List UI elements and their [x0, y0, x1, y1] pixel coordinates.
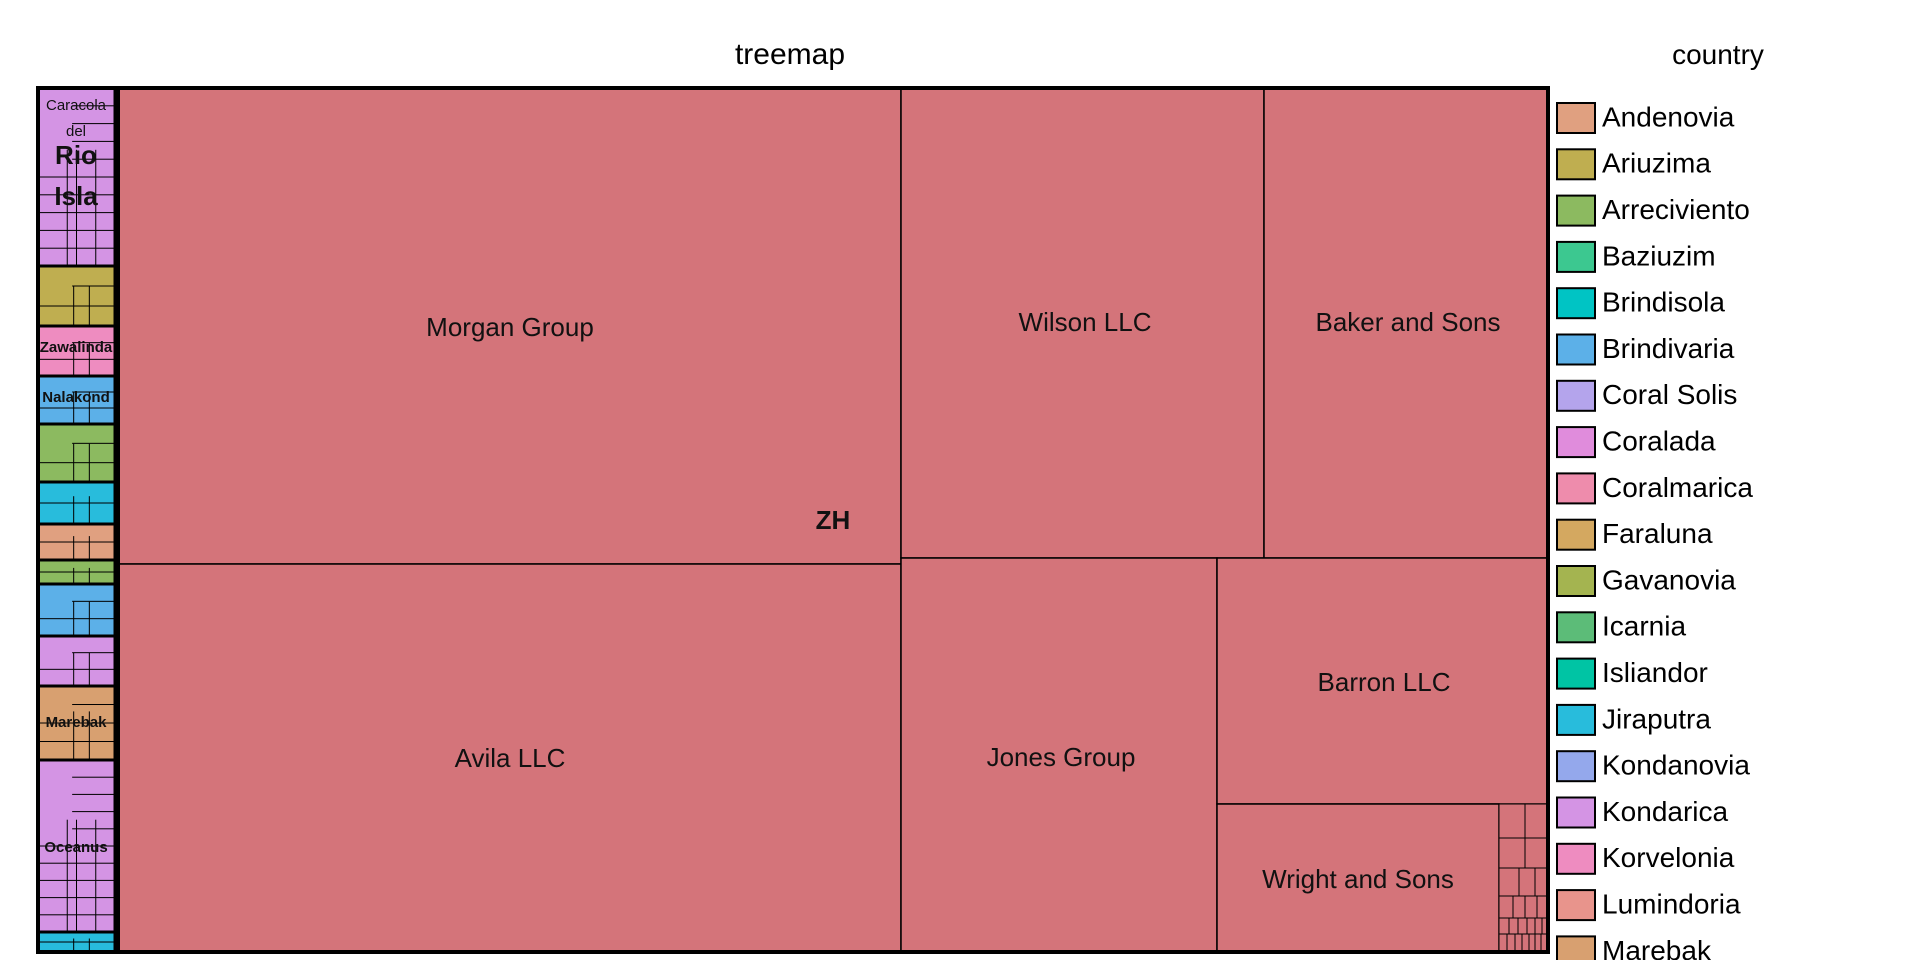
legend-swatch [1556, 657, 1596, 690]
treemap-leaf [117, 563, 902, 953]
legend-label: Gavanovia [1602, 564, 1736, 595]
treemap-leaf [1514, 933, 1523, 953]
legend-label: Jiraputra [1602, 703, 1711, 734]
legend-swatch [1556, 472, 1596, 505]
treemap-leaf [1528, 933, 1536, 953]
legend: Andenovia Ariuzima Arreciviento Baziuzim Bri… [1556, 101, 1753, 960]
treemap-leaf [1498, 867, 1520, 897]
legend-label: Kondanovia [1602, 750, 1750, 781]
legend-label: Brindivaria [1602, 333, 1735, 364]
group-label: Oceanus [44, 839, 107, 856]
legend-label: Marebak [1602, 935, 1712, 960]
legend-label: Icarnia [1602, 611, 1686, 642]
group-border [116, 86, 1550, 954]
treemap-leaf [1524, 895, 1538, 919]
leaf-label: Wright and Sons [1262, 864, 1454, 894]
treemap-leaf [1526, 917, 1536, 935]
legend-label: Coral Solis [1602, 379, 1737, 410]
group-label: Zawalinda [40, 339, 113, 356]
treemap-leaf [1508, 917, 1519, 935]
treemap-leaf [1506, 933, 1516, 953]
legend-swatch [1556, 750, 1596, 783]
leaf-label: Wilson LLC [1019, 307, 1152, 337]
treemap-leaf [1216, 557, 1549, 805]
group-label: Nalakond [42, 389, 110, 406]
treemap-leaf [1498, 933, 1508, 953]
legend-swatch [1556, 611, 1596, 644]
leaf-label: Barron LLC [1318, 667, 1451, 697]
legend-swatch [1556, 240, 1596, 273]
group-label: Isla [54, 181, 98, 211]
treemap-leaf [900, 557, 1218, 953]
legend-swatch [1556, 426, 1596, 459]
treemap-leaf [1534, 917, 1543, 935]
treemap-leaf [1498, 917, 1510, 935]
legend-swatch [1556, 148, 1596, 181]
legend-label: Kondarica [1602, 796, 1729, 827]
legend-label: Korvelonia [1602, 842, 1735, 873]
treemap-leaf [1534, 933, 1542, 953]
legend-label: Faraluna [1602, 518, 1713, 549]
treemap-leaf [37, 265, 116, 327]
legend-swatch [1556, 565, 1596, 597]
legend-swatch [1556, 518, 1596, 551]
legend-label: Isliandor [1602, 657, 1708, 688]
legend-label: Coralada [1602, 425, 1716, 456]
legend-swatch [1556, 379, 1596, 412]
treemap-leaf [1517, 917, 1528, 935]
legend-label: Andenovia [1602, 101, 1735, 132]
treemap-leaf [37, 423, 116, 483]
legend-swatch [1556, 703, 1596, 736]
chart-title: treemap [735, 38, 845, 71]
treemap-leaf [1518, 867, 1536, 897]
leaf-label: Baker and Sons [1315, 307, 1500, 337]
treemap-leaf [1512, 895, 1526, 919]
group-label: del [66, 123, 86, 140]
treemap-leaf [1498, 803, 1526, 839]
legend-label: Lumindoria [1602, 888, 1741, 919]
treemap-leaf [117, 87, 902, 565]
treemap-leaf [1498, 895, 1514, 919]
group-label: Caracola [46, 97, 107, 114]
legend-swatch [1556, 102, 1596, 134]
leaf-label: Jones Group [987, 742, 1136, 772]
treemap-leaf [1498, 837, 1526, 869]
legend-swatch [1556, 935, 1596, 960]
treemap-leaf [37, 635, 116, 687]
group-label: ZH [816, 505, 851, 535]
main-group-area: Morgan Group Avila LLC Wilson LLC Baker and… [116, 86, 1550, 954]
treemap-leaf [1524, 803, 1549, 839]
group-label: Marebak [46, 714, 108, 731]
legend-label: Arreciviento [1602, 194, 1750, 225]
treemap-leaf [1524, 837, 1549, 869]
legend-label: Brindisola [1602, 287, 1725, 318]
legend-swatch [1556, 333, 1596, 366]
treemap-leaf [37, 583, 116, 637]
legend-label: Coralmarica [1602, 472, 1753, 503]
treemap-leaf [900, 87, 1265, 559]
group-label: Rio [55, 140, 97, 170]
legend-swatch [1556, 287, 1596, 320]
legend-swatch [1556, 889, 1596, 922]
legend-title: country [1672, 39, 1764, 70]
treemap-leaf [1263, 87, 1549, 559]
leaf-label: Avila LLC [455, 743, 566, 773]
treemap-leaf [1521, 933, 1530, 953]
legend-swatch [1556, 796, 1596, 829]
legend-label: Ariuzima [1602, 148, 1711, 179]
treemap-leaf [1216, 803, 1500, 953]
legend-swatch [1556, 194, 1596, 227]
legend-label: Baziuzim [1602, 240, 1716, 271]
legend-swatch [1556, 842, 1596, 875]
leaf-label: Morgan Group [426, 312, 594, 342]
